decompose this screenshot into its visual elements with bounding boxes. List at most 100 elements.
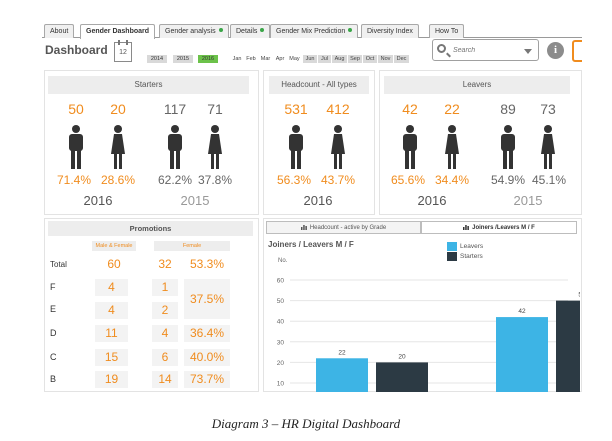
bar-value-label: 20 xyxy=(398,353,406,360)
promotions-total-female: 32 xyxy=(152,257,178,273)
promotions-cell-all: 15 xyxy=(95,349,128,366)
starters-2016-male-pct: 71.4% xyxy=(56,173,92,187)
promotions-cell-female: 6 xyxy=(152,349,178,366)
female-icon xyxy=(331,125,345,169)
month-filter-mar[interactable]: Mar xyxy=(260,56,271,62)
page-title: Dashboard xyxy=(45,43,108,57)
bar-chart-icon xyxy=(463,225,470,230)
year-filter-2015[interactable]: 2015 xyxy=(173,55,193,63)
year-filter-2016[interactable]: 2016 xyxy=(198,55,218,63)
chevron-down-icon[interactable] xyxy=(524,49,532,54)
tab-label: Diversity Index xyxy=(367,28,413,35)
male-icon xyxy=(501,125,515,169)
toolbar-button[interactable] xyxy=(572,40,582,62)
search-box[interactable] xyxy=(432,39,539,61)
female-icon xyxy=(111,125,125,169)
calendar-icon[interactable]: 12 xyxy=(114,40,132,62)
promotions-row-label: E xyxy=(50,304,57,314)
leavers-2016-male-pct: 65.6% xyxy=(390,173,426,187)
bar-value-label: 22 xyxy=(338,349,346,356)
y-tick-label: 20 xyxy=(277,360,285,367)
starters-2015-female-pct: 37.8% xyxy=(197,173,233,187)
calendar-ring xyxy=(118,40,120,45)
tab-label: Gender analysis xyxy=(165,28,216,35)
info-icon[interactable]: i xyxy=(547,42,564,59)
male-icon xyxy=(289,125,303,169)
starters-2015-male-pct: 62.2% xyxy=(157,173,193,187)
male-icon xyxy=(69,125,83,169)
year-filter-2014[interactable]: 2014 xyxy=(147,55,167,63)
y-tick-label: 50 xyxy=(277,298,285,305)
search-icon xyxy=(437,44,446,53)
legend-label-leavers: Leavers xyxy=(460,243,484,250)
promotions-cell-female: 2 xyxy=(152,302,178,319)
dashboard-screenshot: About Gender Dashboard Gender analysis D… xyxy=(42,22,582,392)
promotions-cell-all: 4 xyxy=(95,279,128,296)
tab-details[interactable]: Details xyxy=(230,24,271,38)
leavers-previous-year: 2015 xyxy=(513,193,543,208)
promotions-col-female: Female xyxy=(154,241,230,251)
leavers-2015-male-count: 89 xyxy=(500,101,516,117)
starters-2016-female-count: 20 xyxy=(110,101,126,117)
chart-title: Joiners / Leavers M / F xyxy=(268,240,354,249)
status-dot-icon xyxy=(348,28,353,32)
tab-label: Gender Mix Prediction xyxy=(276,28,346,35)
status-dot-icon xyxy=(218,28,223,32)
month-filter-nov[interactable]: Nov xyxy=(378,55,393,63)
bar-starters xyxy=(376,362,428,392)
promotions-row-label: B xyxy=(50,374,57,384)
search-input[interactable] xyxy=(453,44,513,57)
month-filter-may[interactable]: May xyxy=(289,56,300,62)
tab-label: About xyxy=(50,28,69,35)
tab-about[interactable]: About xyxy=(44,24,75,38)
bar-value-label: 42 xyxy=(518,308,526,315)
month-filter-apr[interactable]: Apr xyxy=(275,56,285,62)
tab-gender-mix-prediction[interactable]: Gender Mix Prediction xyxy=(270,24,359,38)
promotions-cell-pct-merged: 37.5% xyxy=(184,279,230,319)
leavers-2015-male-pct: 54.9% xyxy=(490,173,526,187)
promotions-row-label: F xyxy=(50,282,56,292)
figure-caption: Diagram 3 – HR Digital Dashboard xyxy=(211,416,401,431)
y-axis-label: No. xyxy=(278,258,288,264)
tab-joiners-leavers[interactable]: Joiners /Leavers M / F xyxy=(421,221,577,234)
tab-gender-analysis[interactable]: Gender analysis xyxy=(159,24,229,38)
leavers-title: Leavers xyxy=(384,76,570,94)
month-filter-jul[interactable]: Jul xyxy=(318,55,331,63)
promotions-col-all: Male & Female xyxy=(92,241,136,251)
female-icon xyxy=(541,125,555,169)
starters-current-year: 2016 xyxy=(83,193,113,208)
tab-label: Headcount - active by Grade xyxy=(309,225,387,231)
headcount-title: Headcount - All types xyxy=(269,76,369,94)
month-filter-feb[interactable]: Feb xyxy=(246,56,256,62)
tab-label: Gender Dashboard xyxy=(86,28,150,35)
tab-gender-dashboard[interactable]: Gender Dashboard xyxy=(80,24,156,39)
month-filter-jan[interactable]: Jan xyxy=(232,56,242,62)
y-tick-label: 40 xyxy=(277,319,285,326)
promotions-row-label: D xyxy=(50,328,57,338)
starters-title: Starters xyxy=(48,76,249,94)
headcount-panel xyxy=(263,70,375,215)
month-filter-dec[interactable]: Dec xyxy=(394,55,409,63)
month-filter-oct[interactable]: Oct xyxy=(363,55,377,63)
leavers-current-year: 2016 xyxy=(417,193,447,208)
tab-label: How To xyxy=(435,28,459,35)
promotions-row-label: Total xyxy=(50,260,67,269)
calendar-ring xyxy=(126,40,128,45)
promotions-cell-female: 1 xyxy=(152,279,178,296)
month-filter-sep[interactable]: Sep xyxy=(348,55,362,63)
promotions-cell-female: 14 xyxy=(152,371,178,388)
tab-how-to[interactable]: How To xyxy=(429,24,465,38)
bar-value-label: 50 xyxy=(578,292,580,299)
bar-leavers xyxy=(316,358,368,392)
legend-swatch-leavers xyxy=(447,242,457,251)
legend-label-starters: Starters xyxy=(460,253,483,260)
month-filter-jun[interactable]: Jun xyxy=(303,55,317,63)
tab-label: Details xyxy=(236,28,258,35)
tab-diversity-index[interactable]: Diversity Index xyxy=(361,24,419,38)
promotions-cell-all: 4 xyxy=(95,302,128,319)
promotions-title: Promotions xyxy=(48,221,253,236)
tab-label: Joiners /Leavers M / F xyxy=(472,225,535,231)
tab-headcount-by-grade[interactable]: Headcount - active by Grade xyxy=(266,221,421,234)
promotions-cell-pct: 40.0% xyxy=(184,349,230,366)
month-filter-aug[interactable]: Aug xyxy=(332,55,347,63)
